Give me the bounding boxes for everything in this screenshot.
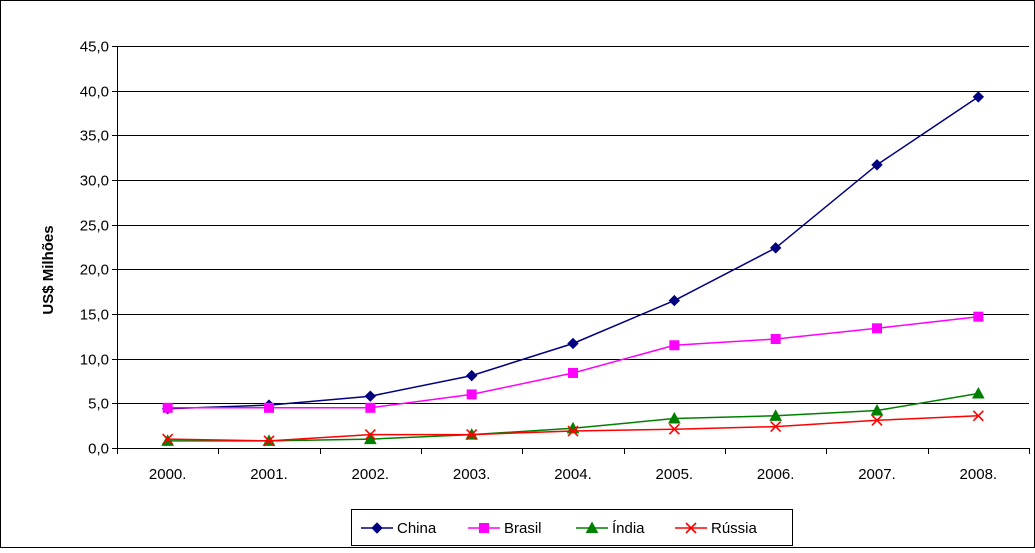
y-tick-label: 15,0: [80, 307, 109, 324]
x-tick-label: 2004.: [554, 466, 592, 483]
data-point-russia: [364, 429, 376, 441]
series-russia: [162, 410, 984, 447]
legend-label-china: China: [397, 520, 437, 537]
data-point-brasil: [264, 402, 274, 413]
data-point-china: [871, 159, 883, 171]
data-point-russia: [567, 425, 579, 437]
legend-marker-brasil: [479, 523, 489, 533]
x-tick-label: 2008.: [960, 466, 998, 483]
legend-box: [351, 509, 793, 546]
y-tick-label: 10,0: [80, 352, 109, 369]
data-point-brasil: [973, 311, 984, 322]
series-group: [161, 91, 985, 447]
data-point-russia: [972, 410, 984, 422]
data-point-brasil: [669, 340, 680, 351]
x-tick-label: 2005.: [656, 466, 694, 483]
data-point-india: [769, 409, 783, 421]
data-point-china: [769, 242, 782, 254]
data-point-brasil: [872, 323, 882, 334]
y-tick-label: 0,0: [88, 441, 109, 458]
y-axis-title: US$ Milhões: [40, 225, 57, 314]
x-tick-label: 2002.: [352, 466, 390, 483]
data-point-brasil: [365, 402, 376, 413]
data-point-china: [972, 91, 985, 103]
x-tick-label: 2000.: [149, 466, 187, 483]
legend-item-brasil: Brasil: [468, 520, 542, 537]
y-tick-label: 5,0: [88, 396, 109, 413]
y-tick-label: 45,0: [80, 39, 109, 56]
data-point-russia: [871, 414, 883, 426]
x-tick-label: 2001.: [250, 466, 288, 483]
data-point-brasil: [770, 334, 781, 345]
legend-label-india: Índia: [612, 520, 645, 537]
data-point-india: [667, 411, 681, 424]
legend: China Brasil Índia Rússia: [351, 509, 793, 546]
y-tick-label: 40,0: [80, 84, 109, 101]
legend-item-russia: Rússia: [675, 520, 758, 537]
y-tick-label: 25,0: [80, 218, 109, 235]
data-point-china: [465, 369, 478, 382]
y-tick-label: 35,0: [80, 128, 109, 145]
data-point-russia: [466, 429, 478, 441]
legend-item-india: Índia: [576, 520, 645, 537]
data-point-india: [870, 403, 884, 416]
legend-label-brasil: Brasil: [504, 520, 542, 537]
axes: 0,0 5,0 10,0 15,0 20,0 25,0 30,0 35,0 40,0 45,0 20…: [80, 39, 1030, 483]
legend-item-china: China: [361, 520, 437, 537]
data-point-china: [364, 390, 377, 402]
y-tick-label: 20,0: [80, 262, 109, 279]
data-point-brasil: [162, 402, 173, 413]
data-point-russia: [263, 435, 275, 447]
data-point-brasil: [466, 389, 477, 400]
data-point-brasil: [568, 367, 578, 378]
legend-marker-china: [371, 522, 383, 534]
data-point-china: [668, 294, 681, 307]
data-point-india: [363, 432, 377, 445]
data-point-russia: [162, 433, 174, 445]
data-point-india: [971, 386, 985, 399]
y-tick-label: 30,0: [80, 173, 109, 190]
x-tick-label: 2007.: [858, 466, 896, 483]
data-point-china: [567, 337, 579, 350]
legend-marker-russia: [685, 522, 697, 534]
series-brasil: [162, 311, 984, 413]
data-point-russia: [668, 423, 680, 435]
legend-label-russia: Rússia: [711, 520, 758, 537]
data-point-russia: [770, 420, 782, 433]
x-tick-label: 2006.: [757, 466, 795, 483]
x-tick-label: 2003.: [453, 466, 491, 483]
legend-marker-india: [585, 521, 599, 533]
